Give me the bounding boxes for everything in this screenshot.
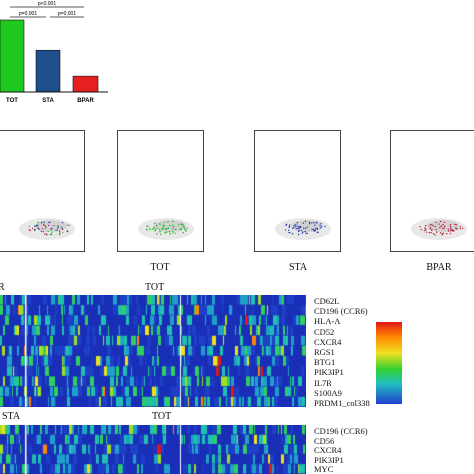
umap-panel-bpar	[390, 130, 474, 252]
tick-label-bpar: BPAR	[77, 98, 94, 104]
umap-plot-sta	[275, 218, 331, 240]
gene-label: CD196 (CCR6)	[314, 306, 368, 317]
heatmap1	[0, 295, 306, 407]
umap-plot-tot	[138, 218, 194, 240]
pvalue-top: p<0.001	[38, 1, 56, 7]
umap-label-bpar: BPAR	[426, 262, 452, 273]
gene-label: BTG1	[314, 357, 336, 368]
tick-label-tot: TOT	[6, 98, 18, 104]
tick-label-sta: STA	[42, 98, 54, 104]
gene-label: RGS1	[314, 347, 335, 357]
color-scale-legend	[376, 322, 402, 404]
bar-sta	[35, 49, 61, 93]
umap-plot-bpar	[411, 218, 467, 240]
heatmap1-header-left: R	[0, 282, 5, 293]
heatmap2	[0, 425, 306, 474]
gene-label: IL7R	[314, 377, 332, 388]
umap-label-sta: STA	[288, 262, 308, 273]
umap-panel-sta	[254, 130, 341, 252]
gene-label: PRDM1_col338	[314, 398, 370, 408]
gene-label: HLA-A	[314, 316, 341, 327]
heatmap1-header-mid: TOT	[145, 282, 165, 293]
gene-label: CD62L	[314, 296, 340, 306]
gene-label: CD52	[314, 326, 335, 337]
gene-label: PIK3IP1	[314, 454, 344, 465]
gene-label: S100A9	[314, 387, 342, 398]
pvalue-right: p=0.001	[58, 11, 76, 17]
bar-tot	[0, 19, 25, 93]
pvalue-left: p=0.001	[19, 11, 37, 17]
bar-chart: p<0.001 p=0.001 p=0.001 TOT STA BPAR	[0, 1, 108, 104]
gene-label: CD196 (CCR6)	[314, 426, 368, 436]
heatmap2-header-mid: TOT	[152, 411, 172, 422]
umap-panel-tot	[117, 130, 204, 252]
bar-bpar	[72, 75, 99, 93]
gene-label: MYC	[314, 464, 334, 474]
gene-label: CD56	[314, 435, 335, 446]
heatmap2-header-left: STA	[2, 411, 21, 422]
umap-label-tot: TOT	[150, 262, 170, 273]
gene-label: CXCR4	[314, 445, 342, 456]
umap-panel-all	[0, 130, 85, 252]
umap-plot-all	[19, 218, 75, 240]
gene-label: PIK3IP1	[314, 367, 344, 378]
gene-label: CXCR4	[314, 336, 342, 347]
